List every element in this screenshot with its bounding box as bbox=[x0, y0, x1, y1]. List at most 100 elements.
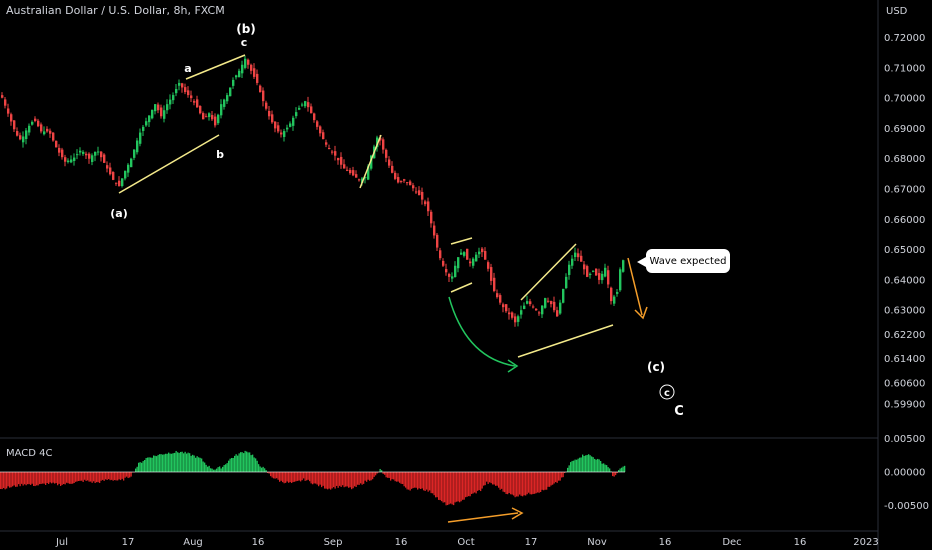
macd-bar bbox=[544, 472, 546, 490]
macd-bar bbox=[348, 472, 350, 488]
candle-body bbox=[85, 153, 88, 156]
curved-arrow bbox=[448, 296, 516, 367]
candle-body bbox=[586, 266, 589, 277]
candle-body bbox=[559, 302, 562, 314]
macd-bar bbox=[361, 472, 363, 485]
macd-bar bbox=[393, 472, 395, 480]
candle-body bbox=[40, 124, 43, 132]
macd-bar bbox=[16, 472, 18, 487]
macd-bar bbox=[321, 472, 323, 488]
macd-bar bbox=[298, 472, 300, 481]
macd-bar bbox=[7, 472, 9, 487]
macd-bar bbox=[189, 453, 191, 472]
macd-bar bbox=[387, 472, 389, 478]
macd-bar bbox=[70, 472, 72, 484]
candle-body bbox=[337, 157, 340, 161]
macd-bar bbox=[234, 455, 236, 472]
candle-body bbox=[268, 110, 271, 117]
candle-body bbox=[355, 174, 358, 178]
macd-bar bbox=[223, 465, 225, 472]
macd-bar bbox=[603, 463, 605, 472]
macd-bar bbox=[426, 472, 428, 490]
candle-body bbox=[205, 116, 208, 118]
macd-bar bbox=[453, 472, 455, 506]
macd-bar bbox=[532, 472, 534, 494]
wave-label: b bbox=[216, 148, 224, 161]
candle-body bbox=[610, 287, 613, 302]
macd-bar bbox=[571, 460, 573, 472]
macd-bar bbox=[405, 472, 407, 488]
price-tick-label: 0.60600 bbox=[884, 378, 925, 389]
macd-bar bbox=[66, 472, 68, 483]
macd-bar bbox=[618, 470, 620, 472]
macd-bar bbox=[360, 472, 362, 484]
macd-bar bbox=[253, 457, 255, 472]
macd-bar bbox=[15, 472, 17, 487]
macd-bar bbox=[454, 472, 456, 503]
macd-bar bbox=[612, 472, 614, 477]
candle-body bbox=[526, 301, 529, 304]
macd-bar bbox=[279, 472, 281, 482]
macd-bar bbox=[582, 454, 584, 472]
candle-body bbox=[520, 310, 523, 315]
price-tick-label: 0.62200 bbox=[884, 330, 925, 341]
candle-body bbox=[241, 64, 244, 74]
macd-bar bbox=[126, 472, 128, 477]
macd-bar bbox=[216, 468, 218, 472]
macd-bar bbox=[270, 472, 272, 477]
macd-bar bbox=[529, 472, 531, 495]
macd-bar bbox=[46, 472, 48, 484]
candle-body bbox=[529, 301, 532, 305]
macd-bar bbox=[72, 472, 74, 484]
candle-body bbox=[388, 159, 391, 166]
candle-body bbox=[115, 182, 118, 184]
macd-bar bbox=[30, 472, 32, 485]
candle-body bbox=[592, 270, 595, 272]
macd-bar bbox=[379, 468, 381, 472]
macd-bar bbox=[402, 472, 404, 485]
macd-bar bbox=[351, 472, 353, 490]
candle-body bbox=[277, 125, 280, 132]
macd-bar bbox=[45, 472, 47, 485]
macd-bar bbox=[127, 472, 129, 479]
macd-bar bbox=[384, 472, 386, 475]
price-tick-label: 0.71000 bbox=[884, 63, 925, 74]
macd-bar bbox=[442, 472, 444, 503]
macd-bar bbox=[120, 472, 122, 481]
macd-bar bbox=[64, 472, 66, 485]
candle-body bbox=[169, 99, 172, 105]
macd-bar bbox=[456, 472, 458, 502]
candle-body bbox=[1, 95, 4, 98]
candle-body bbox=[583, 264, 586, 270]
candle-body bbox=[208, 113, 211, 118]
candle-body bbox=[151, 109, 154, 119]
macd-bar bbox=[441, 472, 443, 502]
macd-bar bbox=[187, 452, 189, 472]
candle-body bbox=[259, 85, 262, 93]
candle-body bbox=[256, 73, 259, 83]
trend-line bbox=[185, 54, 246, 80]
wave-label: (c) bbox=[647, 360, 665, 374]
macd-bar bbox=[511, 472, 513, 495]
candle-body bbox=[448, 274, 451, 277]
candle-body bbox=[94, 151, 97, 156]
macd-bar bbox=[430, 472, 432, 494]
candle-body bbox=[391, 165, 394, 173]
candle-body bbox=[157, 104, 160, 111]
chart-title: Australian Dollar / U.S. Dollar, 8h, FXC… bbox=[6, 4, 225, 17]
macd-bar bbox=[537, 472, 539, 493]
candle-body bbox=[532, 306, 535, 308]
macd-bar bbox=[574, 459, 576, 472]
macd-bar bbox=[159, 454, 161, 472]
macd-bar bbox=[622, 466, 624, 472]
macd-bar bbox=[280, 472, 282, 481]
macd-bar bbox=[138, 462, 140, 472]
candle-body bbox=[37, 120, 40, 127]
candle-body bbox=[220, 104, 223, 116]
candle-body bbox=[304, 101, 307, 107]
macd-bar bbox=[130, 472, 132, 477]
macd-bar bbox=[9, 472, 11, 488]
candle-body bbox=[358, 179, 361, 181]
macd-bar bbox=[484, 472, 486, 486]
